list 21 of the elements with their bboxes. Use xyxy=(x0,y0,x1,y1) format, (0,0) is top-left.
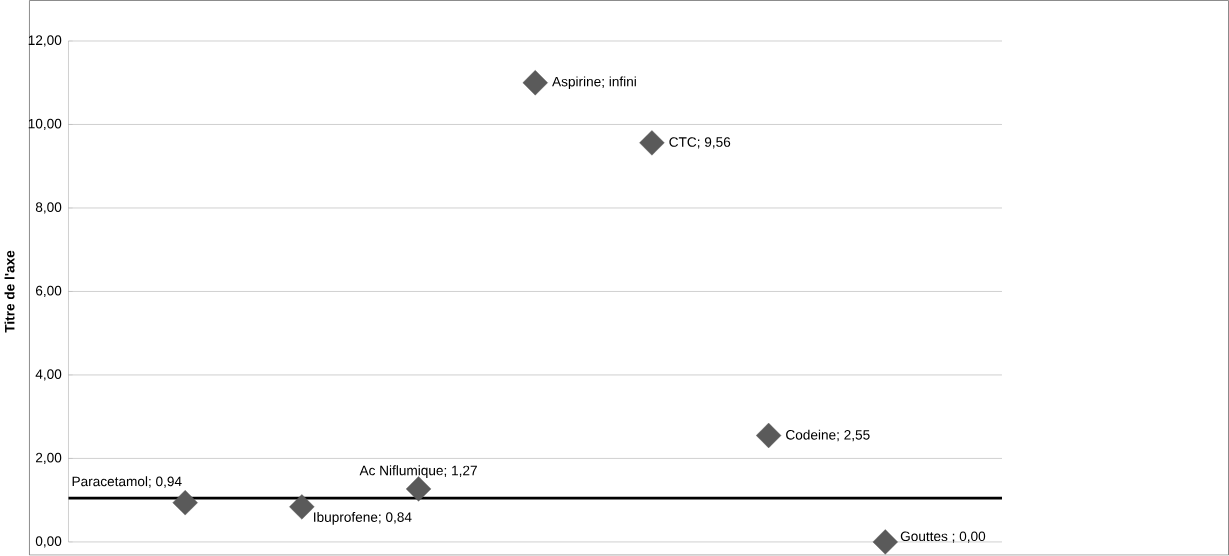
data-label: Paracetamol; 0,94 xyxy=(72,476,182,489)
y-tick-label: 10,00 xyxy=(28,119,62,131)
point xyxy=(755,423,782,449)
point xyxy=(289,494,315,520)
data-label: Codeine; 2,55 xyxy=(786,429,870,442)
y-axis-title: Titre de l'axe xyxy=(4,250,15,333)
point xyxy=(172,490,198,516)
y-tick-label: 2,00 xyxy=(35,453,62,465)
point xyxy=(522,70,548,96)
point xyxy=(639,130,665,156)
point xyxy=(405,476,432,502)
y-tick-label: 12,00 xyxy=(28,35,62,47)
y-tick-label: 4,00 xyxy=(35,369,62,381)
data-label: Ac Niflumique; 1,27 xyxy=(359,465,477,479)
data-label: Ibuprofene; 0,84 xyxy=(314,512,412,525)
data-label: Gouttes ; 0,00 xyxy=(900,531,986,543)
y-tick-label: 0,00 xyxy=(35,536,62,548)
y-tick-label: 8,00 xyxy=(35,202,62,214)
data-label: Aspirine; infini xyxy=(552,76,636,90)
y-tick-label: 6,00 xyxy=(35,286,62,298)
data-label: CTC; 9,56 xyxy=(669,137,731,149)
